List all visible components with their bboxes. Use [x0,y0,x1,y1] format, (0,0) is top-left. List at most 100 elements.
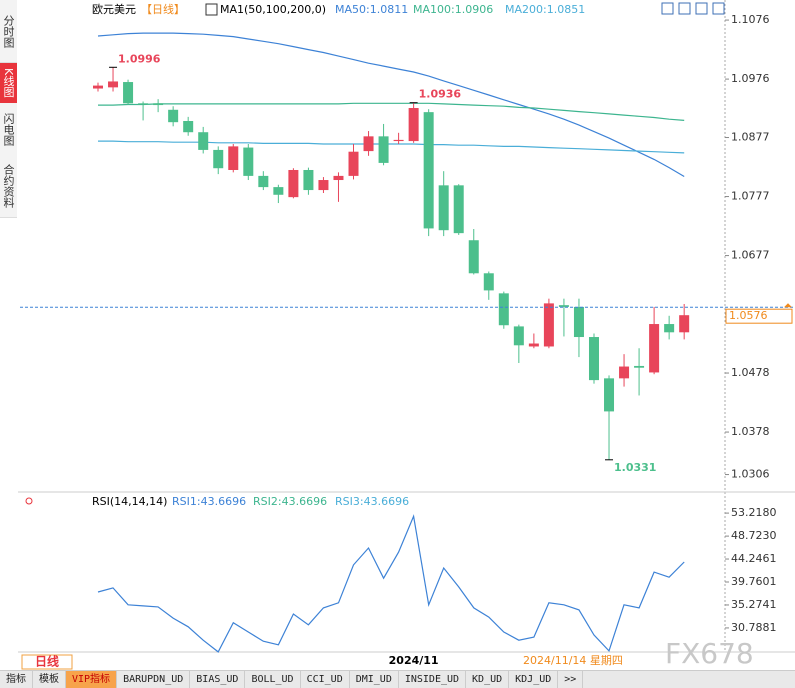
legend-entry: RSI1:43.6696 [172,495,246,508]
candle-body [318,180,329,191]
candle-body [513,326,524,346]
candle-body [138,103,149,105]
tab[interactable]: KD_UD [466,671,510,688]
candle-body [378,136,389,163]
side-tab[interactable]: K线图 [0,63,17,104]
candle-body [588,337,599,381]
legend-entry: RSI2:43.6696 [253,495,327,508]
candle-body [619,366,630,379]
watermark: FX678 [665,637,754,670]
legend-entry: MA200:1.0851 [505,3,585,16]
tab[interactable]: BARUPDN_UD [117,671,191,688]
candle-body [243,147,254,176]
line-series [98,102,685,121]
tab[interactable]: DMI_UD [350,671,399,688]
candle-body [288,169,299,198]
tab[interactable]: >> [558,671,584,688]
chart-area: 欧元美元 【日线】 MA1(50,100,200,0) RSI(14,14,14… [0,0,795,670]
candle-body [348,151,359,176]
toolbar-icons [661,2,725,15]
line-series [97,32,685,178]
legend-entry: MA100:1.0906 [413,3,493,16]
side-tab[interactable]: 闪电图 [0,103,17,156]
y-tick-label: 1.0777 [731,190,770,203]
candle-body [634,365,645,368]
tab[interactable]: CCI_UD [301,671,350,688]
tab-bar: 指标 模板 VIP指标 BARUPDN_UD BIAS_UD BOLL_UD CCI_UD D… [0,670,795,688]
background [0,0,795,670]
candle-body [408,108,419,142]
candle-body [483,273,494,291]
tab[interactable]: BOLL_UD [245,671,301,688]
candle-body [183,121,194,133]
candle-body [213,149,224,169]
icon-button[interactable] [712,2,725,15]
period-button-label: 日线 [35,654,59,669]
candle-body [108,81,119,88]
line-series [97,514,685,653]
high-label: 1.0996 [118,52,161,65]
candle-body [273,187,284,195]
icon-button[interactable] [695,2,708,15]
candle-body [198,132,209,150]
indicator-label: MA1(50,100,200,0) [220,3,326,16]
candle-body [363,136,374,152]
tab[interactable]: 模板 [33,671,66,688]
candle-body [153,103,164,106]
candle-body [679,315,690,333]
settings-icon[interactable] [25,497,33,505]
candle-body [228,146,239,170]
instrument-title: 欧元美元 [92,3,136,16]
tab[interactable]: BIAS_UD [190,671,246,688]
low-label: 1.0331 [614,461,656,474]
y-tick-label: 1.0378 [731,425,770,438]
last-price-box [725,308,793,324]
y-tick-label: 1.0877 [731,131,770,144]
candle-body [258,175,269,188]
indicator-icon[interactable] [205,3,218,16]
candle-body [649,324,660,373]
candle-body [498,293,509,326]
icon-button[interactable] [661,2,674,15]
candle-body [573,306,584,338]
candle-body [93,85,103,89]
y-tick-label: 1.0478 [731,366,770,379]
side-tab[interactable]: 分时图 [0,0,17,63]
candle-body [303,169,314,191]
cursor-date: 2024/11/14 星期四 [523,654,623,667]
candle-body [558,305,569,307]
y-tick-label: 1.0306 [731,468,770,481]
last-price-label: 1.0576 [729,309,768,322]
candle-body [468,240,479,274]
candle-body [543,303,554,347]
tab[interactable]: INSIDE_UD [399,671,467,688]
y-tick-label: 30.7881 [731,621,777,634]
tab[interactable]: 指标 [0,671,33,688]
y-tick-label: 53.2180 [731,506,777,519]
high-label: 1.0936 [419,88,462,101]
x-tick-label: 2024/11 [389,654,439,667]
candle-body [528,343,539,347]
y-tick-label: 1.0677 [731,249,770,262]
y-tick-label: 48.7230 [731,529,777,542]
side-tab[interactable]: 合约资料 [0,155,17,218]
candle-body [333,175,344,181]
y-tick-label: 35.2741 [731,598,777,611]
legend-entry: MA50:1.0811 [335,3,408,16]
y-tick-label: 1.0976 [731,72,770,85]
y-tick-label: 39.7601 [731,575,777,588]
candle-body [664,324,675,333]
candle-body [453,185,464,234]
line-series [98,140,685,154]
tab[interactable]: KDJ_UD [509,671,559,688]
legend-entry: RSI3:43.6696 [335,495,409,508]
candle-body [168,109,179,123]
last-price-arrow [784,303,792,308]
period-button[interactable] [21,654,73,670]
candle-body [438,185,449,231]
candle-body [604,378,615,412]
candle-body [393,139,404,142]
icon-button[interactable] [678,2,691,15]
tab[interactable]: VIP指标 [66,671,118,688]
